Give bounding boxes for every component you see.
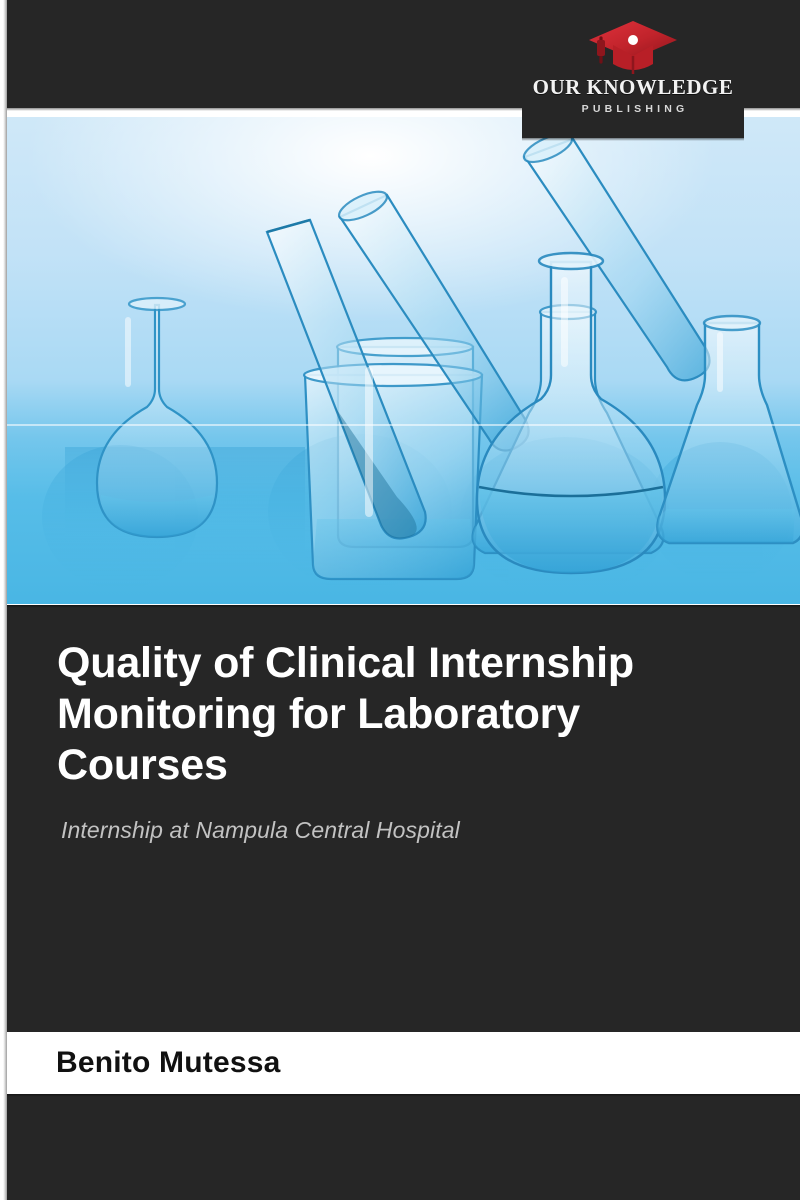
book-subtitle: Internship at Nampula Central Hospital [61,817,460,843]
title-band: Quality of Clinical Internship Monitorin… [5,605,800,1033]
spine-edge [0,0,7,1200]
graduation-cap-icon [589,21,677,74]
publisher-tagline: PUBLISHING [581,103,689,115]
publisher-logo-badge: OUR KNOWLEDGE PUBLISHING [522,0,744,141]
laboratory-glassware-illustration [42,132,800,597]
book-title: Quality of Clinical Internship Monitorin… [57,639,634,790]
author-band: Benito Mutessa [5,1032,800,1093]
footer-band [5,1094,800,1200]
cover-photo [5,117,800,604]
author-name: Benito Mutessa [56,1045,281,1079]
publisher-name: OUR KNOWLEDGE [532,75,734,99]
